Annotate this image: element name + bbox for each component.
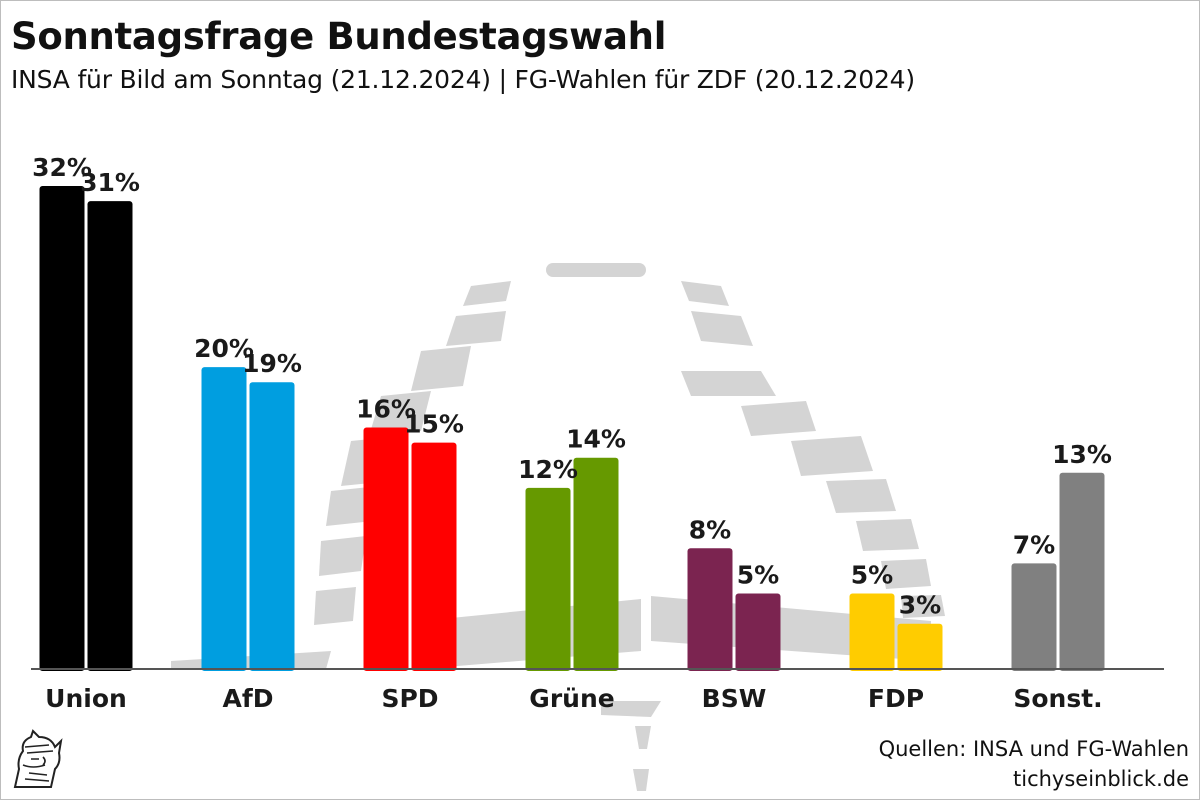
category-label-bsw: BSW: [702, 684, 767, 713]
bar-bsw-series-1: [687, 548, 733, 671]
hermes-head-logo-icon: [13, 729, 63, 788]
sources-note: Quellen: INSA und FG-Wahlen tichyseinbli…: [879, 734, 1189, 794]
chart-subtitle: INSA für Bild am Sonntag (21.12.2024) | …: [11, 65, 915, 94]
value-label-union-series-2: 31%: [80, 168, 140, 197]
bar-afd-series-1: [201, 367, 247, 671]
bar-sonst-series-2: [1059, 472, 1105, 671]
category-label-sonst: Sonst.: [1013, 684, 1102, 713]
chart-title: Sonntagsfrage Bundestagswahl: [11, 15, 667, 58]
website-credit: tichyseinblick.de: [1013, 767, 1189, 791]
category-label-fdp: FDP: [868, 684, 924, 713]
value-label-sonst-series-2: 13%: [1052, 440, 1112, 469]
value-label-sonst-series-1: 7%: [1013, 530, 1055, 559]
bar-grune-series-1: [525, 487, 571, 671]
value-label-afd-series-2: 19%: [242, 349, 302, 378]
bar-bsw-series-2: [735, 593, 781, 671]
category-label-afd: AfD: [223, 684, 274, 713]
value-label-union-series-1: 32%: [32, 153, 92, 182]
bar-afd-series-2: [249, 382, 295, 671]
category-label-grune: Grüne: [529, 684, 614, 713]
category-labels-layer: Union AfD SPD Grüne BSW FDP Sonst.: [45, 684, 1102, 713]
sources-line: Quellen: INSA und FG-Wahlen: [878, 737, 1189, 761]
bar-spd-series-2: [411, 442, 457, 671]
bar-union-series-2: [87, 201, 133, 671]
bar-sonst-series-1: [1011, 563, 1057, 671]
bar-fdp-series-1: [849, 593, 895, 671]
bar-spd-series-1: [363, 427, 409, 671]
value-label-afd-series-1: 20%: [194, 334, 254, 363]
value-labels-layer: 32%31%20%19%16%15%12%14%8%5% 5%3%7%13%: [32, 153, 1112, 620]
category-label-union: Union: [45, 684, 127, 713]
value-label-grune-series-2: 14%: [566, 425, 626, 454]
value-label-spd-series-2: 15%: [404, 410, 464, 439]
bars-layer: [39, 186, 1105, 671]
bar-fdp-series-2: [897, 623, 943, 671]
category-label-spd: SPD: [381, 684, 438, 713]
bar-grune-series-2: [573, 457, 619, 671]
bar-union-series-1: [39, 186, 85, 671]
value-label-bsw-series-2: 5%: [737, 561, 779, 590]
value-label-fdp-series-1: 5%: [851, 561, 893, 590]
value-label-spd-series-1: 16%: [356, 395, 416, 424]
value-label-grune-series-1: 12%: [518, 455, 578, 484]
value-label-bsw-series-1: 8%: [689, 515, 731, 544]
value-label-fdp-series-2: 3%: [899, 591, 941, 620]
